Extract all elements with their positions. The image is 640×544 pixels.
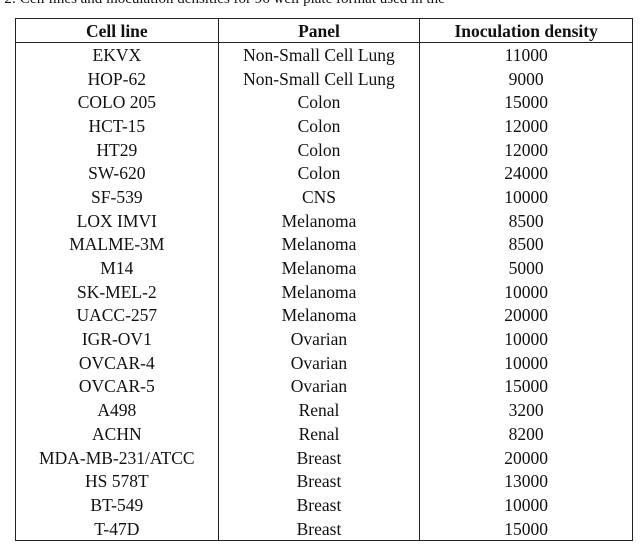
panel-cell: Melanoma: [217, 208, 421, 233]
inoculation-density-cell: 10000: [419, 185, 633, 209]
cell-line-cell: ACHN: [15, 422, 219, 446]
inoculation-density-cell: 10000: [419, 327, 633, 351]
table-row: HS 578T Breast 13000: [15, 469, 633, 494]
cell-line-cell: HOP-62: [15, 66, 219, 91]
table-row: MDA-MB-231/ATCC Breast 20000: [15, 445, 633, 470]
table-row: UACC-257 Melanoma 20000: [15, 303, 633, 328]
panel-cell: Non-Small Cell Lung: [217, 66, 421, 91]
panel-cell: Melanoma: [217, 303, 421, 328]
table-row: A498 Renal 3200: [15, 398, 633, 422]
panel-cell: Colon: [217, 90, 421, 115]
table-row: ACHN Renal 8200: [15, 422, 633, 446]
cell-line-cell: OVCAR-5: [15, 374, 219, 399]
panel-cell: Ovarian: [217, 350, 421, 375]
panel-cell: Breast: [217, 445, 421, 470]
table-row: M14 Melanoma 5000: [15, 256, 633, 280]
cell-line-cell: T-47D: [15, 516, 219, 542]
table-row: IGR-OV1 Ovarian 10000: [15, 327, 633, 351]
inoculation-density-cell: 3200: [419, 398, 633, 422]
inoculation-density-cell: 20000: [419, 445, 633, 470]
cell-line-cell: LOX IMVI: [15, 208, 219, 233]
inoculation-density-cell: 13000: [419, 469, 633, 494]
table-row: SF-539 CNS 10000: [15, 185, 633, 209]
table-caption: e 2: Cell lines and inoculation densitie…: [0, 0, 640, 8]
table-row: HCT-15 Colon 12000: [15, 114, 633, 138]
table-row: T-47D Breast 15000: [15, 516, 633, 542]
cell-line-cell: M14: [15, 256, 219, 280]
inoculation-density-cell: 20000: [419, 303, 633, 328]
panel-cell: Ovarian: [217, 327, 421, 351]
header-cell-line: Cell line: [15, 18, 219, 43]
panel-cell: Non-Small Cell Lung: [217, 42, 421, 67]
table-row: MALME-3M Melanoma 8500: [15, 232, 633, 257]
panel-cell: Melanoma: [217, 256, 421, 280]
inoculation-density-cell: 12000: [419, 114, 633, 138]
cell-line-cell: BT-549: [15, 493, 219, 517]
header-panel: Panel: [217, 18, 421, 43]
table-row: BT-549 Breast 10000: [15, 493, 633, 517]
panel-cell: Colon: [217, 137, 421, 162]
panel-cell: Breast: [217, 493, 421, 517]
panel-cell: Colon: [217, 161, 421, 186]
table-row: OVCAR-4 Ovarian 10000: [15, 350, 633, 375]
table-row: OVCAR-5 Ovarian 15000: [15, 374, 633, 399]
inoculation-density-cell: 12000: [419, 137, 633, 162]
panel-cell: Breast: [217, 516, 421, 542]
cell-line-table: Cell line Panel Inoculation density EKVX…: [15, 18, 633, 542]
panel-cell: Renal: [217, 398, 421, 422]
panel-cell: Colon: [217, 114, 421, 138]
cell-line-cell: SW-620: [15, 161, 219, 186]
inoculation-density-cell: 10000: [419, 493, 633, 517]
inoculation-density-cell: 15000: [419, 374, 633, 399]
inoculation-density-cell: 11000: [419, 42, 633, 67]
panel-cell: Ovarian: [217, 374, 421, 399]
inoculation-density-cell: 8500: [419, 232, 633, 257]
inoculation-density-cell: 5000: [419, 256, 633, 280]
inoculation-density-cell: 15000: [419, 90, 633, 115]
panel-cell: CNS: [217, 185, 421, 209]
panel-cell: Melanoma: [217, 279, 421, 304]
inoculation-density-cell: 8200: [419, 422, 633, 446]
inoculation-density-cell: 10000: [419, 350, 633, 375]
cell-line-cell: UACC-257: [15, 303, 219, 328]
cell-line-cell: HT29: [15, 137, 219, 162]
cell-line-cell: MALME-3M: [15, 232, 219, 257]
inoculation-density-cell: 24000: [419, 161, 633, 186]
header-inoculation-density: Inoculation density: [419, 18, 633, 43]
cell-line-cell: SK-MEL-2: [15, 279, 219, 304]
cell-line-cell: IGR-OV1: [15, 327, 219, 351]
panel-cell: Breast: [217, 469, 421, 494]
table-row: COLO 205 Colon 15000: [15, 90, 633, 115]
table-row: HT29 Colon 12000: [15, 137, 633, 162]
table-row: SW-620 Colon 24000: [15, 161, 633, 186]
cell-line-cell: SF-539: [15, 185, 219, 209]
panel-cell: Renal: [217, 422, 421, 446]
table-row: EKVX Non-Small Cell Lung 11000: [15, 42, 633, 67]
table-row: SK-MEL-2 Melanoma 10000: [15, 279, 633, 304]
inoculation-density-cell: 15000: [419, 516, 633, 542]
cell-line-cell: OVCAR-4: [15, 350, 219, 375]
inoculation-density-cell: 10000: [419, 279, 633, 304]
cell-line-cell: HCT-15: [15, 114, 219, 138]
cell-line-cell: A498: [15, 398, 219, 422]
inoculation-density-cell: 9000: [419, 66, 633, 91]
header-row: Cell line Panel Inoculation density: [15, 18, 633, 43]
cell-line-cell: COLO 205: [15, 90, 219, 115]
cell-line-cell: EKVX: [15, 42, 219, 67]
cell-line-cell: HS 578T: [15, 469, 219, 494]
cell-line-cell: MDA-MB-231/ATCC: [15, 445, 219, 470]
panel-cell: Melanoma: [217, 232, 421, 257]
table-row: LOX IMVI Melanoma 8500: [15, 208, 633, 233]
inoculation-density-cell: 8500: [419, 208, 633, 233]
table-row: HOP-62 Non-Small Cell Lung 9000: [15, 66, 633, 91]
